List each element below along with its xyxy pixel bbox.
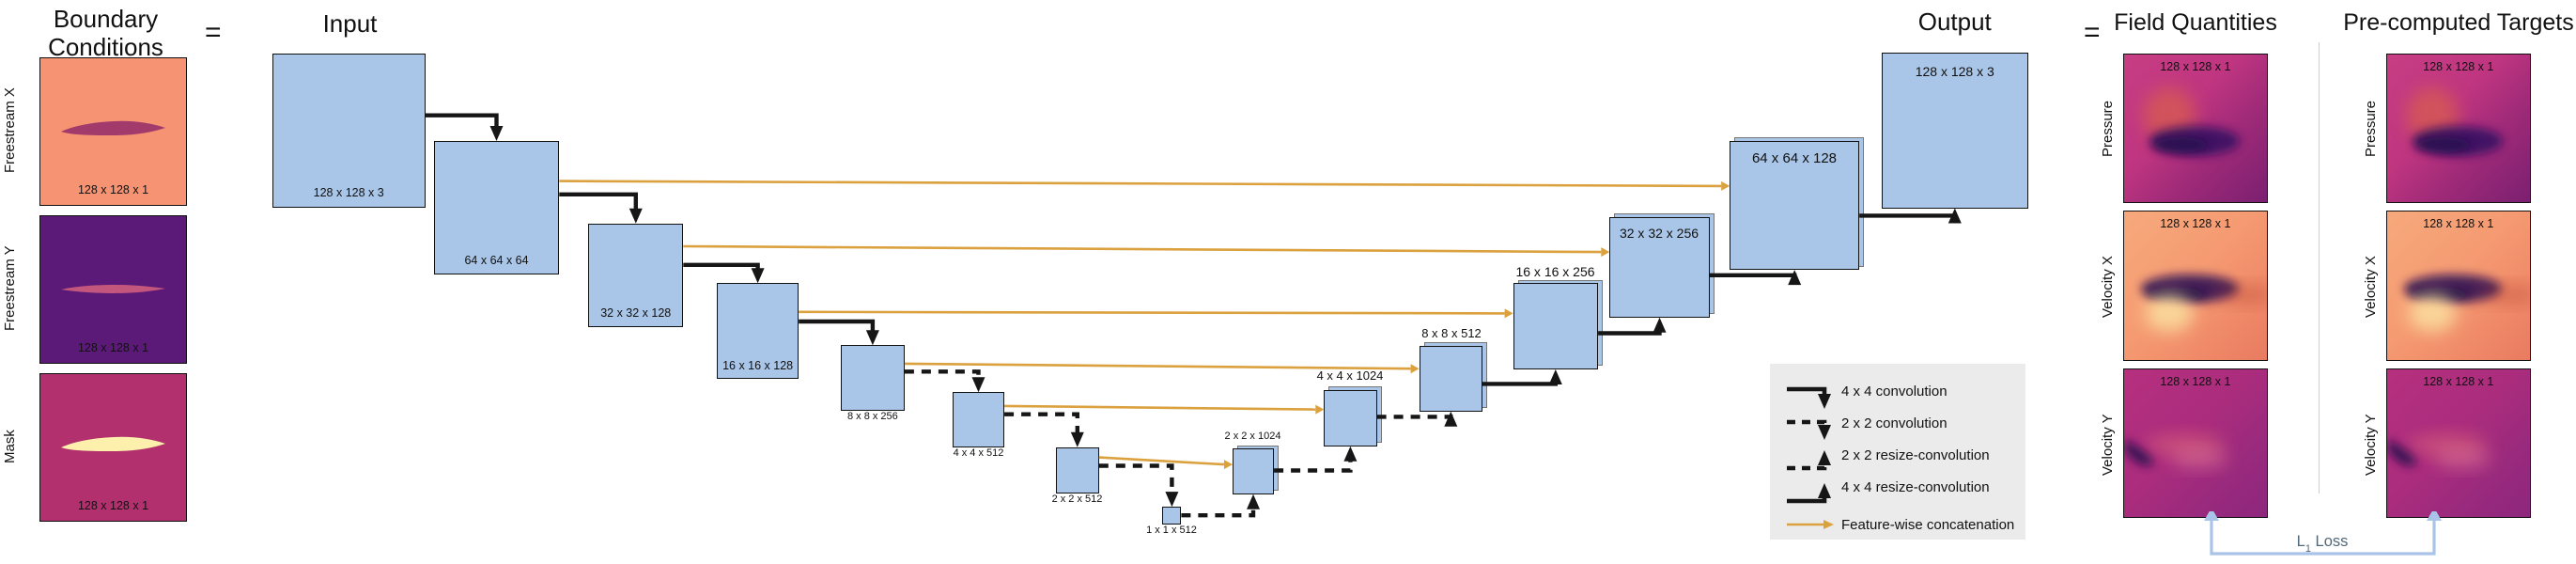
svg-text:4 x 4 convolution: 4 x 4 convolution [1841,384,1948,400]
svg-text:4 x 4 resize-convolution: 4 x 4 resize-convolution [1841,479,1990,495]
svg-text:2 x 2 resize-convolution: 2 x 2 resize-convolution [1841,447,1990,463]
svg-text:L1 Loss: L1 Loss [2297,533,2349,555]
svg-text:Feature-wise concatenation: Feature-wise concatenation [1841,517,2014,533]
svg-text:2 x 2 convolution: 2 x 2 convolution [1841,415,1948,431]
